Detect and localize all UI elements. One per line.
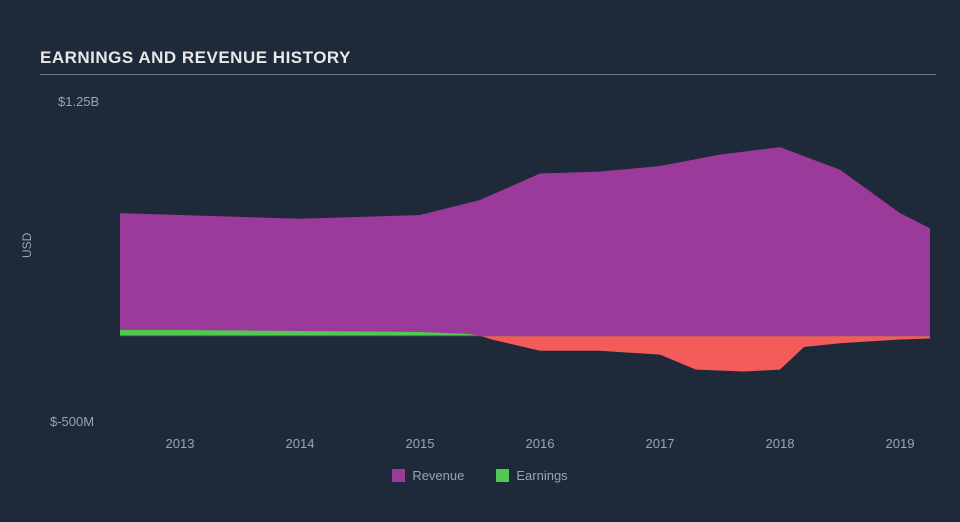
area-revenue xyxy=(120,147,930,336)
x-tick: 2014 xyxy=(286,436,315,451)
legend-item-earnings: Earnings xyxy=(496,468,567,483)
chart-title: EARNINGS AND REVENUE HISTORY xyxy=(40,48,351,68)
x-tick: 2018 xyxy=(766,436,795,451)
x-tick: 2017 xyxy=(646,436,675,451)
chart-legend: Revenue Earnings xyxy=(0,468,960,483)
y-axis-label: USD xyxy=(20,233,34,258)
y-tick-bottom: $-500M xyxy=(50,414,94,429)
legend-label-earnings: Earnings xyxy=(516,468,567,483)
x-tick: 2015 xyxy=(406,436,435,451)
x-tick: 2019 xyxy=(886,436,915,451)
legend-label-revenue: Revenue xyxy=(412,468,464,483)
chart-plot xyxy=(120,100,930,430)
legend-swatch-earnings xyxy=(496,469,509,482)
x-tick: 2016 xyxy=(526,436,555,451)
legend-swatch-revenue xyxy=(392,469,405,482)
area-earnings-negative xyxy=(480,336,930,372)
y-tick-top: $1.25B xyxy=(58,94,99,109)
x-tick: 2013 xyxy=(166,436,195,451)
title-rule xyxy=(40,74,936,75)
legend-item-revenue: Revenue xyxy=(392,468,464,483)
